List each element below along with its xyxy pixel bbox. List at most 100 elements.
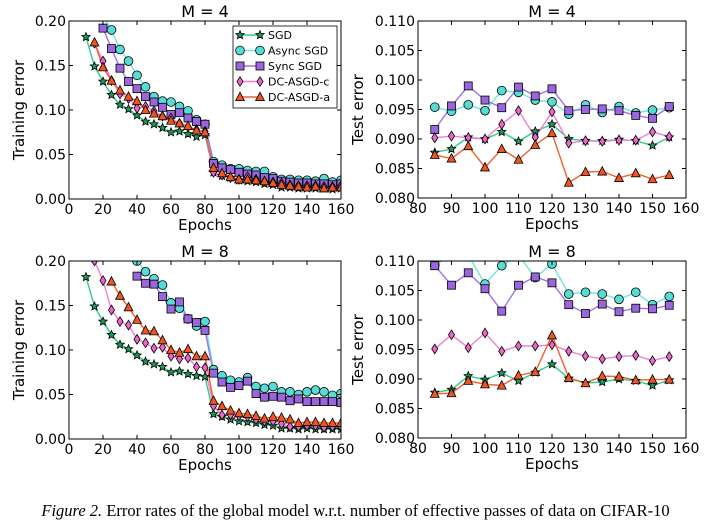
data-point <box>141 92 150 102</box>
data-point <box>183 314 193 324</box>
data-point <box>166 97 176 107</box>
plot-frame <box>68 260 342 440</box>
data-point <box>140 116 151 126</box>
y-axis-label: Training error <box>10 59 28 161</box>
data-point <box>664 291 675 302</box>
x-tick-label: 90 <box>443 201 461 217</box>
x-axis-label: Epochs <box>525 455 579 473</box>
data-point <box>581 105 590 114</box>
data-point <box>165 126 177 137</box>
y-tick-label: 0.15 <box>35 299 66 315</box>
legend-marker-diamond-icon <box>256 75 264 88</box>
legend-entry: SGD <box>268 29 292 42</box>
data-point <box>514 280 523 290</box>
legend-marker-circle-icon <box>255 45 265 56</box>
data-point <box>133 333 141 345</box>
data-point <box>546 127 558 138</box>
data-point <box>497 103 507 113</box>
data-point <box>123 56 134 66</box>
data-point <box>208 162 219 172</box>
data-point <box>447 280 456 290</box>
data-point <box>335 417 341 427</box>
data-point <box>107 44 116 53</box>
data-point <box>131 349 143 360</box>
data-point <box>598 135 606 147</box>
data-point <box>165 115 177 125</box>
data-point <box>157 122 168 133</box>
x-tick-label: 40 <box>128 442 146 458</box>
data-point <box>191 350 202 361</box>
y-tick-label: 0.05 <box>35 148 66 164</box>
data-point <box>665 131 673 143</box>
data-point <box>191 370 202 381</box>
chart-panel-3: 80 90 100 110 120 130 140 150 160 0.080 0.085 0.090… <box>349 242 699 473</box>
data-point <box>613 172 625 182</box>
x-tick-label: 160 <box>328 442 355 458</box>
data-point <box>174 126 185 136</box>
data-point <box>311 397 320 407</box>
data-point <box>664 102 674 111</box>
data-point <box>496 143 507 154</box>
data-point <box>632 349 640 361</box>
data-point <box>131 314 143 324</box>
data-point <box>513 369 524 380</box>
data-point <box>547 278 557 288</box>
data-point <box>546 118 558 129</box>
data-point <box>614 294 624 305</box>
data-point <box>140 82 151 92</box>
y-axis-label: Training error <box>10 299 28 401</box>
data-point <box>335 423 341 434</box>
data-point <box>480 95 490 105</box>
y-tick-label: 0.090 <box>375 132 415 148</box>
data-point <box>268 391 278 401</box>
data-point <box>447 329 456 341</box>
figure: 0 20 40 60 80 100 120 140 160 0.00 0.05 0.10 0.15 0.2… <box>10 2 699 474</box>
x-tick-label: 100 <box>472 201 499 217</box>
x-tick-label: 160 <box>673 441 700 457</box>
data-point <box>115 44 125 55</box>
data-point <box>123 90 134 101</box>
data-point <box>132 271 142 281</box>
data-point <box>106 275 117 286</box>
data-point <box>480 105 490 116</box>
x-axis-label: Epochs <box>178 216 232 234</box>
data-point <box>563 176 574 187</box>
data-point <box>565 137 573 149</box>
data-point <box>140 266 151 277</box>
data-point <box>664 169 675 179</box>
y-tick-label: 0.10 <box>35 103 66 119</box>
data-point <box>259 412 270 423</box>
data-point <box>175 108 184 118</box>
data-point <box>101 21 105 22</box>
data-point <box>268 381 278 392</box>
data-point <box>209 368 218 378</box>
legend-entry: Async SGD <box>268 45 328 58</box>
data-point <box>581 309 590 318</box>
data-point <box>158 341 167 353</box>
data-point <box>148 325 160 336</box>
data-point <box>597 376 608 387</box>
data-point <box>514 105 523 117</box>
data-point <box>614 106 624 116</box>
y-tick-label: 0.15 <box>35 59 66 75</box>
data-point <box>446 143 457 154</box>
data-point <box>429 102 440 112</box>
data-point <box>481 327 489 339</box>
data-point <box>498 118 506 130</box>
data-point <box>310 385 321 395</box>
data-point <box>157 280 168 290</box>
x-tick-label: 60 <box>162 202 180 218</box>
data-point <box>631 303 641 313</box>
data-point <box>133 102 141 114</box>
data-point <box>615 134 623 146</box>
data-point <box>200 316 210 327</box>
data-point <box>648 355 657 367</box>
data-point <box>124 319 133 331</box>
y-tick-label: 0.20 <box>35 254 66 270</box>
data-point <box>131 109 143 120</box>
x-tick-label: 80 <box>196 202 214 218</box>
data-point <box>664 300 674 310</box>
x-axis-label: Epochs <box>525 215 579 233</box>
data-point <box>447 130 456 142</box>
data-point <box>430 261 440 271</box>
